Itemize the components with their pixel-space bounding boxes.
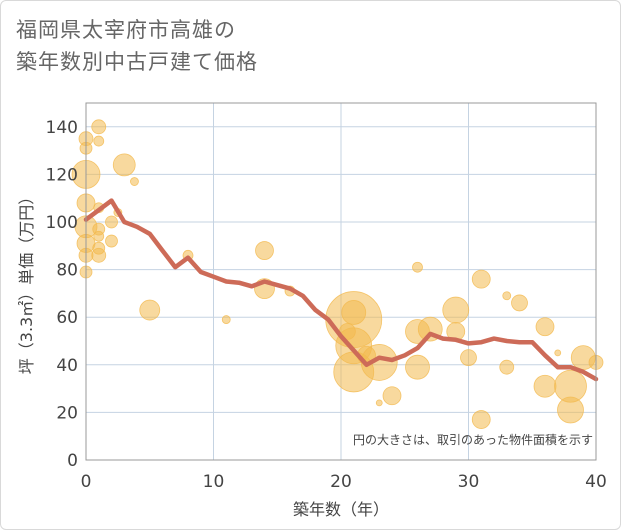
y-tick-label: 120 — [46, 165, 78, 185]
bubble-point — [460, 349, 477, 367]
bubble-point — [557, 396, 584, 424]
y-axis-ticks: 0 20 40 60 80 100 120 140 — [46, 118, 78, 471]
y-tick-label: 60 — [56, 308, 78, 328]
bubble-point — [412, 261, 423, 273]
bubble-point — [535, 317, 555, 337]
bubble-point — [405, 354, 430, 380]
y-axis-label: 坪（3.3㎡）単価（万円） — [17, 189, 36, 374]
x-tick-label: 0 — [81, 472, 92, 492]
chart-title-line-2: 築年数別中古戸建て価格 — [16, 50, 258, 74]
bubble-point — [255, 241, 274, 260]
bubble-point — [341, 300, 367, 325]
x-tick-label: 20 — [330, 472, 352, 492]
grid-lines — [85, 103, 597, 461]
bubble-point — [511, 294, 528, 312]
bubble-layer — [71, 119, 604, 429]
y-tick-label: 40 — [56, 356, 78, 376]
y-tick-label: 80 — [56, 261, 78, 281]
x-axis-label: 築年数（年） — [293, 500, 389, 519]
bubble-point — [91, 119, 107, 135]
bubble-size-note: 円の大きさは、取引のあった物件面積を示す — [353, 432, 593, 447]
bubble-point — [105, 234, 118, 248]
bubble-point — [471, 410, 491, 429]
y-tick-label: 100 — [46, 213, 78, 233]
y-tick-label: 140 — [46, 118, 78, 138]
bubble-point — [105, 215, 118, 229]
bubble-point — [442, 296, 470, 324]
bubble-point — [554, 349, 562, 357]
chart-title-line-1: 福岡県太宰府市高雄の — [16, 18, 236, 42]
bubble-point — [112, 153, 136, 177]
average-price-line — [83, 198, 599, 382]
bubble-point — [130, 177, 139, 186]
average-line-layer — [83, 198, 599, 382]
bubble-point — [375, 399, 383, 407]
bubble-point — [221, 315, 231, 324]
x-tick-label: 40 — [585, 472, 607, 492]
bubble-point — [93, 135, 105, 147]
bubble-point — [139, 299, 161, 321]
bubble-point — [382, 386, 402, 406]
bubble-point — [471, 269, 491, 289]
x-axis-ticks: 0 10 20 30 40 — [81, 472, 607, 492]
x-tick-label: 10 — [203, 472, 225, 492]
y-tick-label: 20 — [56, 403, 78, 423]
bubble-point — [499, 359, 515, 375]
plot-frame — [85, 102, 597, 461]
y-tick-label: 0 — [67, 451, 78, 471]
bubble-point — [533, 374, 557, 398]
x-tick-label: 30 — [458, 472, 480, 492]
chart-title: 福岡県太宰府市高雄の 築年数別中古戸建て価格 — [16, 14, 258, 78]
bubble-point — [502, 291, 512, 301]
plot-border — [85, 102, 597, 461]
bubble-point — [93, 230, 105, 242]
bubble-point — [92, 241, 106, 255]
